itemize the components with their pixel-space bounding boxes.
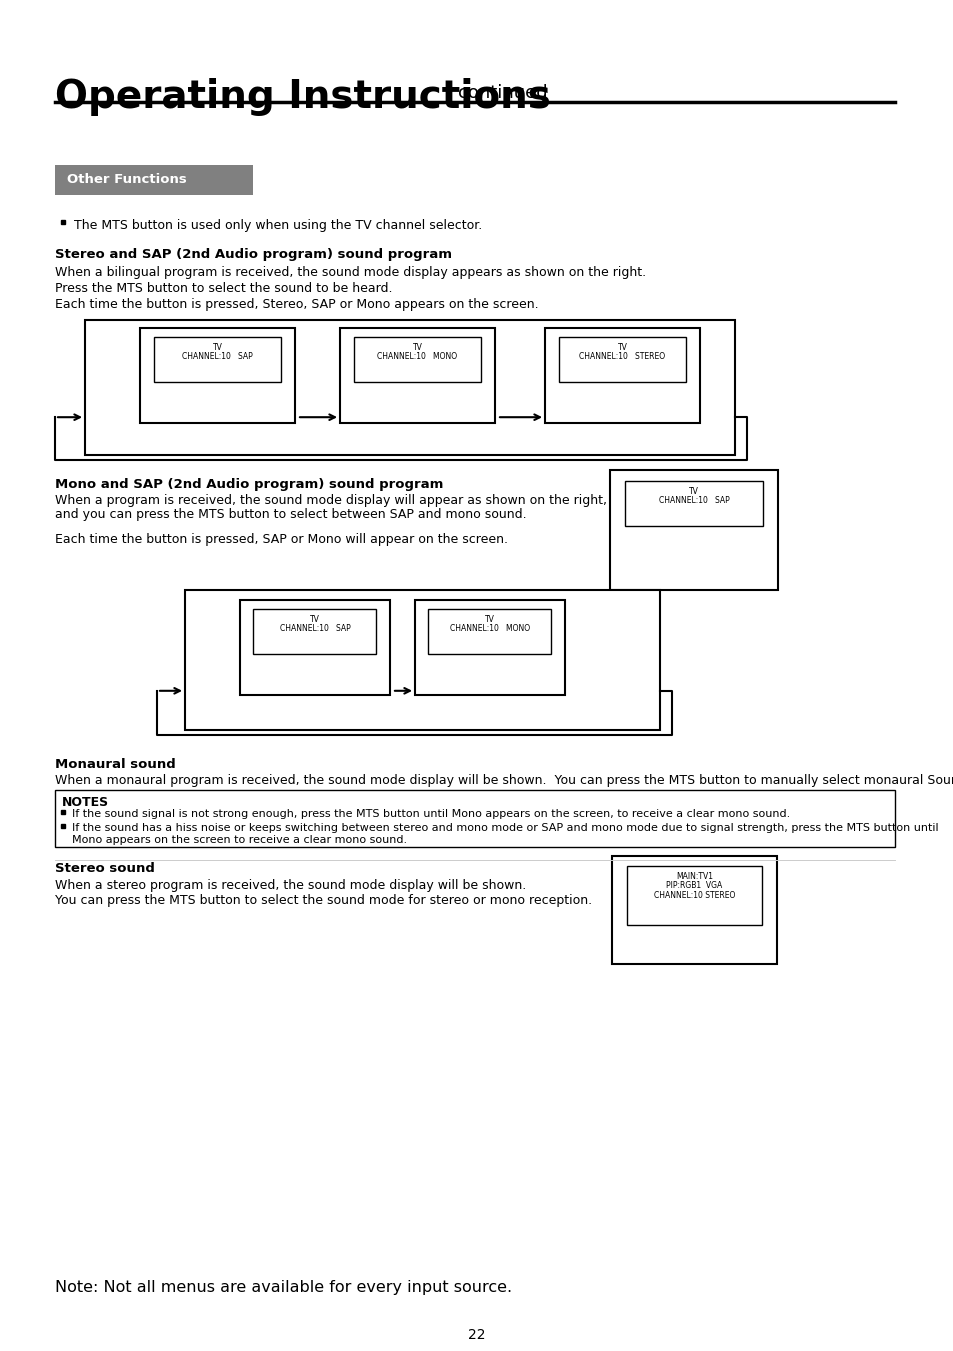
Text: NOTES: NOTES <box>62 796 109 809</box>
Text: Mono and SAP (2nd Audio program) sound program: Mono and SAP (2nd Audio program) sound p… <box>55 478 443 490</box>
Text: When a program is received, the sound mode display will appear as shown on the r: When a program is received, the sound mo… <box>55 494 606 507</box>
Bar <box>609 470 778 590</box>
Bar <box>55 165 253 195</box>
Text: TV: TV <box>688 486 699 496</box>
Text: TV: TV <box>310 615 319 624</box>
Bar <box>624 481 762 527</box>
Text: TV: TV <box>617 343 627 351</box>
Bar <box>612 857 776 965</box>
Bar <box>185 590 659 730</box>
Bar <box>55 790 894 847</box>
Text: CHANNEL:10   SAP: CHANNEL:10 SAP <box>182 353 253 361</box>
Text: CHANNEL:10   SAP: CHANNEL:10 SAP <box>279 624 350 634</box>
Text: MAIN:TV1: MAIN:TV1 <box>676 871 712 881</box>
Text: When a bilingual program is received, the sound mode display appears as shown on: When a bilingual program is received, th… <box>55 266 645 280</box>
Text: CHANNEL:10   STEREO: CHANNEL:10 STEREO <box>578 353 665 361</box>
Text: Each time the button is pressed, Stereo, SAP or Mono appears on the screen.: Each time the button is pressed, Stereo,… <box>55 299 538 311</box>
Bar <box>626 866 761 925</box>
Text: CHANNEL:10   MONO: CHANNEL:10 MONO <box>450 624 530 634</box>
Text: Mono appears on the screen to receive a clear mono sound.: Mono appears on the screen to receive a … <box>71 835 407 844</box>
Text: If the sound signal is not strong enough, press the MTS button until Mono appear: If the sound signal is not strong enough… <box>71 809 789 819</box>
Text: Stereo and SAP (2nd Audio program) sound program: Stereo and SAP (2nd Audio program) sound… <box>55 249 452 261</box>
Bar <box>240 600 390 694</box>
Text: Operating Instructions: Operating Instructions <box>55 78 550 116</box>
Bar <box>544 328 700 423</box>
Bar <box>558 336 685 382</box>
Bar <box>153 336 281 382</box>
Text: Other Functions: Other Functions <box>67 173 187 186</box>
Text: continued: continued <box>457 84 547 101</box>
Text: TV: TV <box>484 615 495 624</box>
Text: CHANNEL:10   MONO: CHANNEL:10 MONO <box>377 353 457 361</box>
Bar <box>253 608 376 654</box>
Bar <box>85 320 734 455</box>
Text: TV: TV <box>213 343 222 351</box>
Text: When a monaural program is received, the sound mode display will be shown.  You : When a monaural program is received, the… <box>55 774 953 788</box>
Text: You can press the MTS button to select the sound mode for stereo or mono recepti: You can press the MTS button to select t… <box>55 894 592 907</box>
Bar <box>415 600 564 694</box>
Text: 22: 22 <box>468 1328 485 1342</box>
Bar <box>354 336 480 382</box>
Text: CHANNEL:10 STEREO: CHANNEL:10 STEREO <box>653 890 735 900</box>
Text: PIP:RGB1  VGA: PIP:RGB1 VGA <box>666 881 721 890</box>
Text: and you can press the MTS button to select between SAP and mono sound.: and you can press the MTS button to sele… <box>55 508 526 521</box>
Text: Press the MTS button to select the sound to be heard.: Press the MTS button to select the sound… <box>55 282 392 295</box>
Bar <box>140 328 294 423</box>
Text: TV: TV <box>412 343 422 351</box>
Bar <box>428 608 551 654</box>
Text: If the sound has a hiss noise or keeps switching between stereo and mono mode or: If the sound has a hiss noise or keeps s… <box>71 823 938 834</box>
Bar <box>339 328 495 423</box>
Text: Stereo sound: Stereo sound <box>55 862 154 875</box>
Text: When a stereo program is received, the sound mode display will be shown.: When a stereo program is received, the s… <box>55 880 526 892</box>
Text: CHANNEL:10   SAP: CHANNEL:10 SAP <box>658 496 729 505</box>
Text: The MTS button is used only when using the TV channel selector.: The MTS button is used only when using t… <box>74 219 482 232</box>
Text: Monaural sound: Monaural sound <box>55 758 175 771</box>
Text: Each time the button is pressed, SAP or Mono will appear on the screen.: Each time the button is pressed, SAP or … <box>55 534 507 546</box>
Text: Note: Not all menus are available for every input source.: Note: Not all menus are available for ev… <box>55 1279 512 1296</box>
